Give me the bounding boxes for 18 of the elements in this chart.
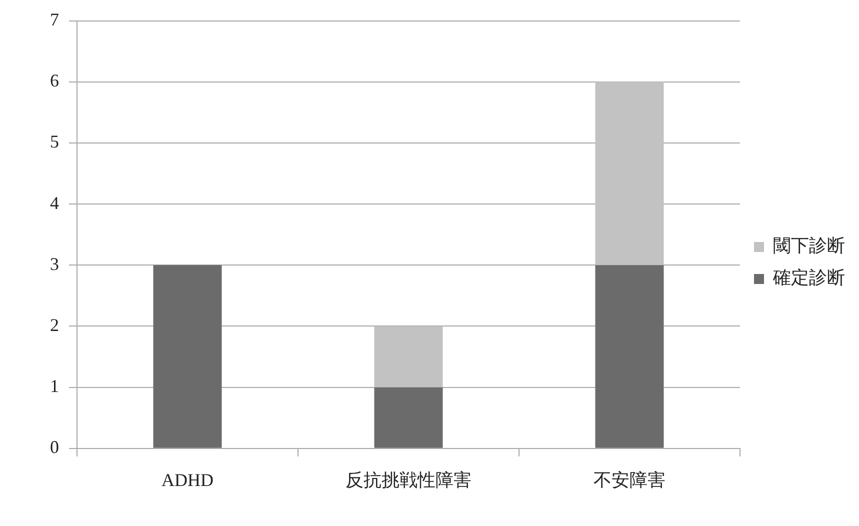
bar	[374, 326, 443, 388]
x-tick-label: 反抗挑戦性障害	[346, 470, 472, 490]
y-tick-label: 0	[50, 437, 59, 458]
bar	[595, 265, 664, 448]
y-tick-label: 1	[50, 376, 59, 396]
y-tick-label: 3	[50, 254, 59, 274]
y-tick-label: 2	[50, 314, 59, 335]
x-tick-label: ADHD	[162, 470, 214, 490]
x-tick-label: 不安障害	[594, 470, 666, 490]
y-tick-label: 4	[50, 192, 59, 213]
bar	[153, 265, 222, 448]
y-tick-label: 5	[50, 132, 59, 152]
bar	[374, 387, 443, 448]
y-tick-label: 7	[50, 10, 59, 30]
y-tick-label: 6	[50, 70, 59, 91]
legend-label: 確定診断	[772, 268, 845, 288]
bar	[595, 82, 664, 266]
legend-label: 閾下診断	[773, 236, 845, 256]
